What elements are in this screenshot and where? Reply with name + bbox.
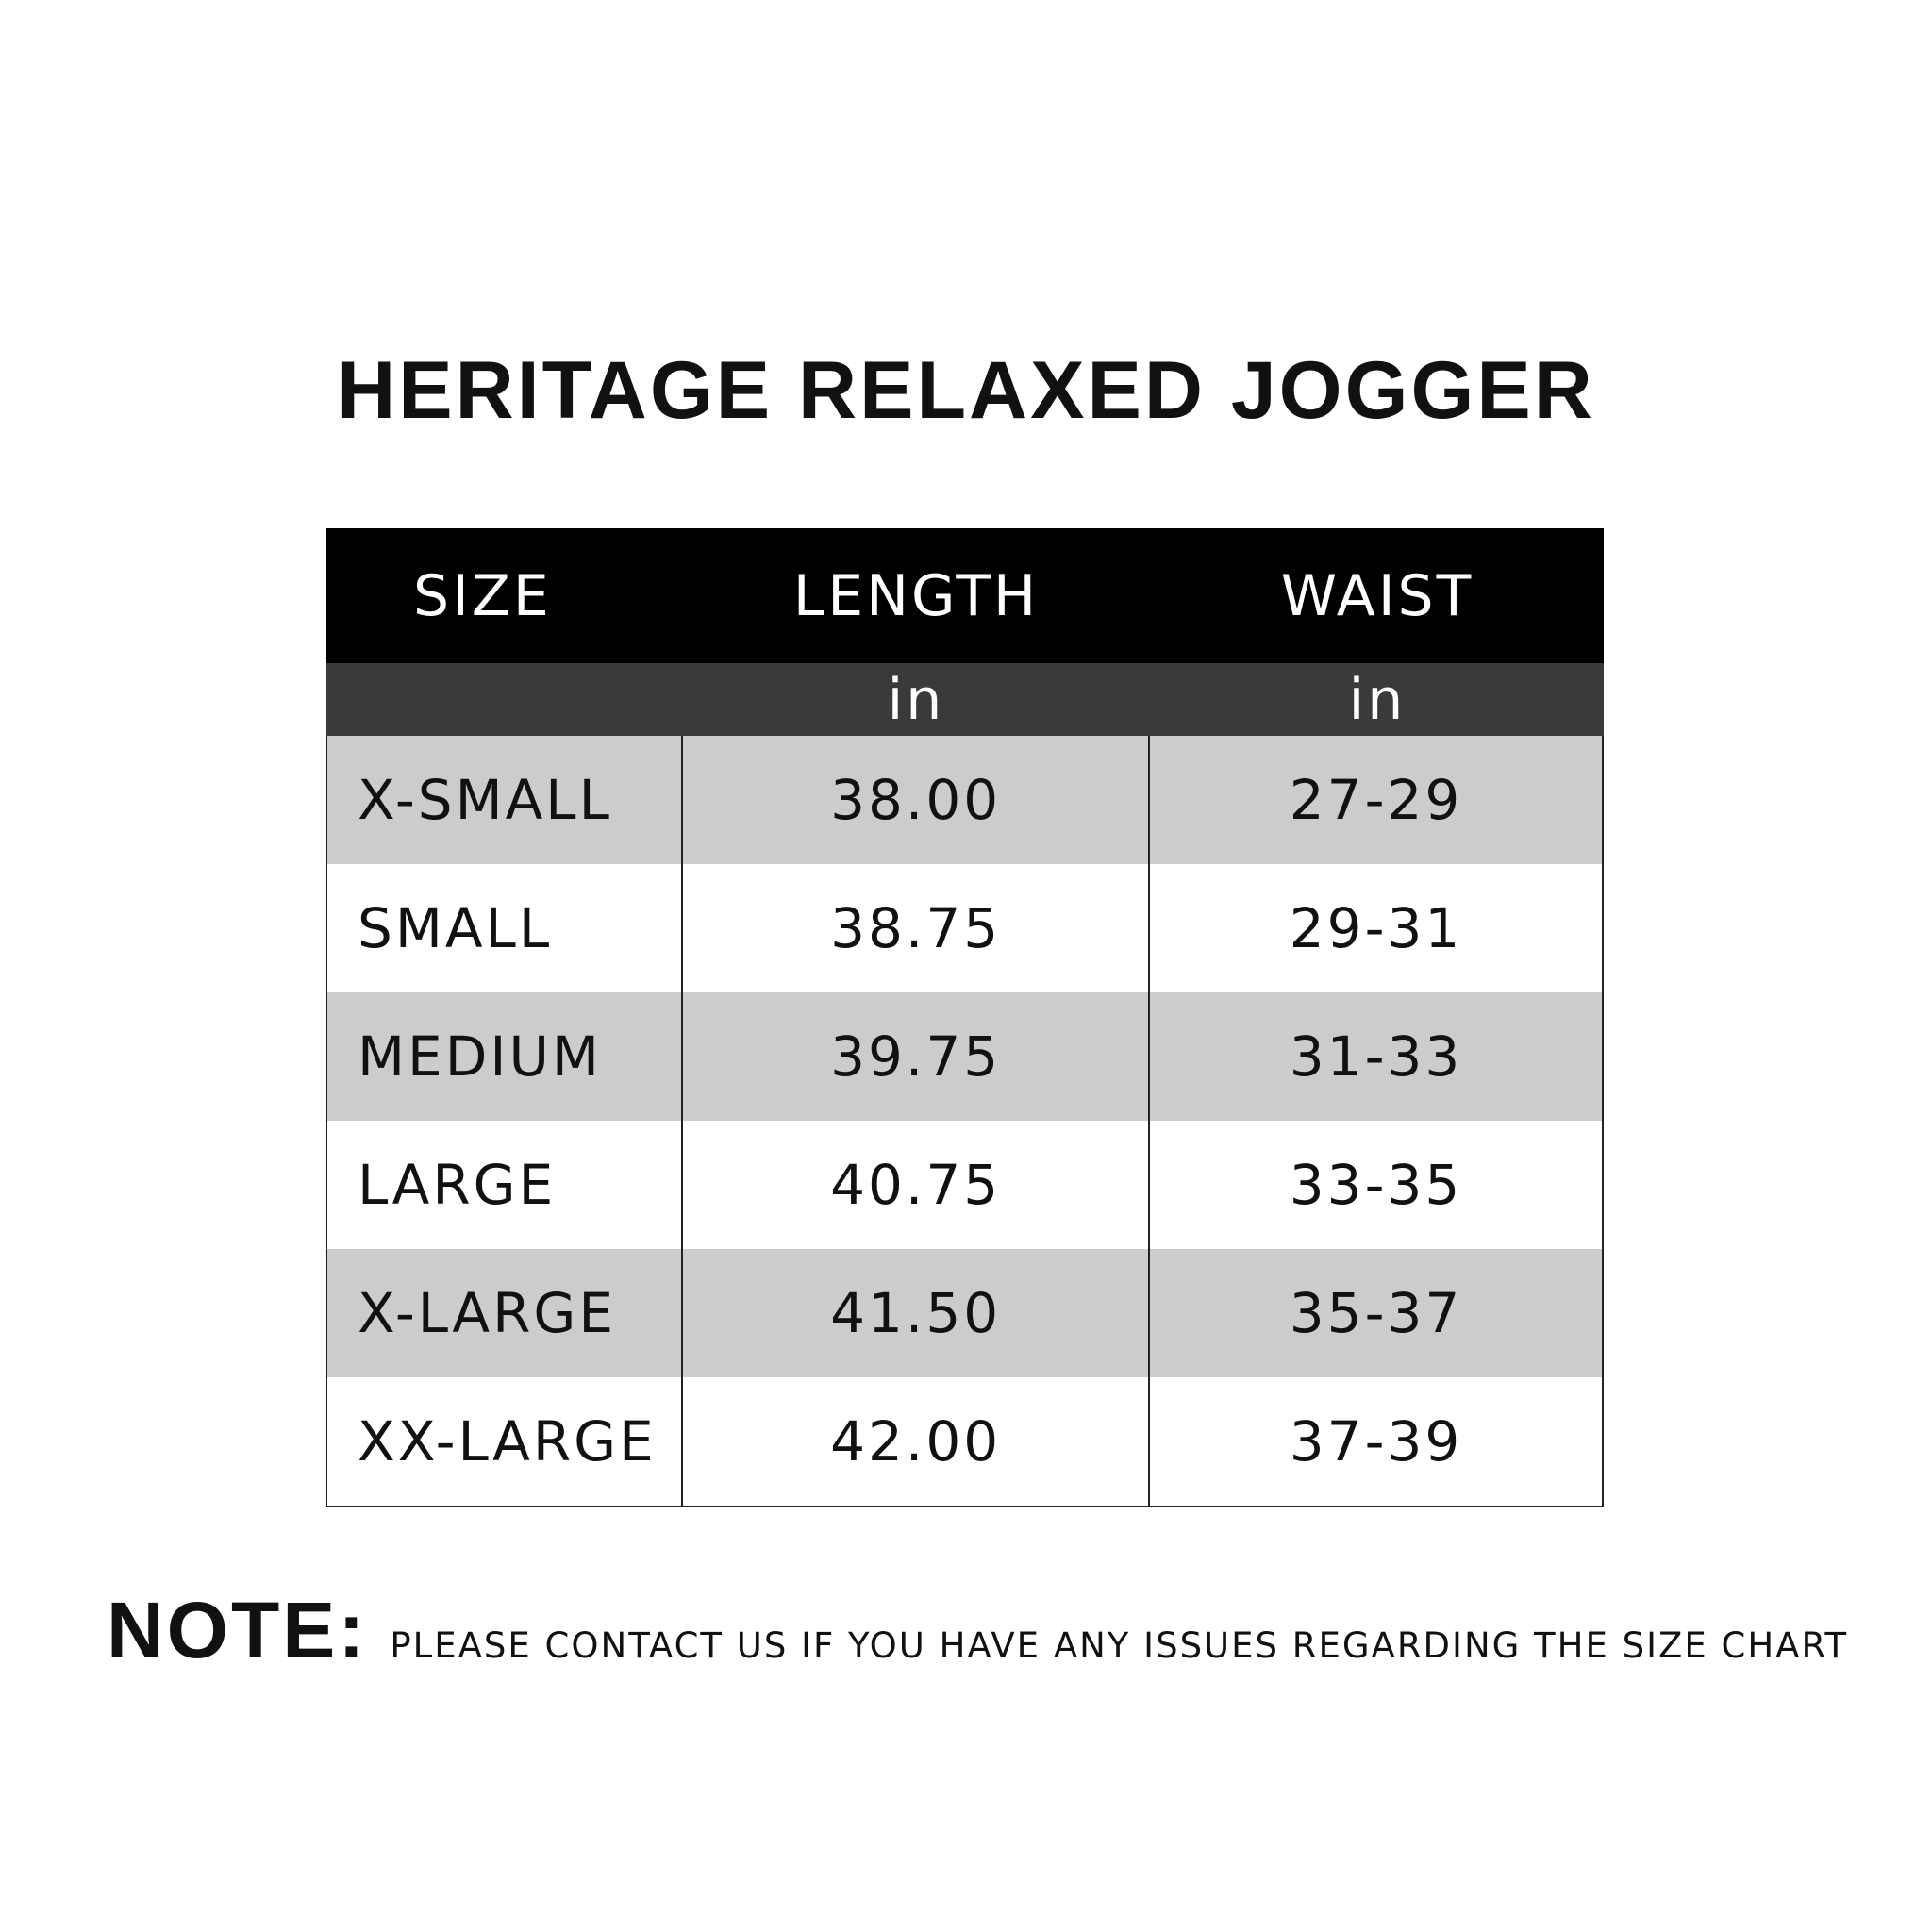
waist-cell: 37-39 — [1289, 1409, 1463, 1474]
page-title: HERITAGE RELAXED JOGGER — [337, 345, 1595, 436]
length-cell: 39.75 — [681, 992, 1151, 1121]
length-cell: 42.00 — [681, 1377, 1151, 1506]
header-row: SIZE LENGTH WAIST — [326, 528, 1604, 663]
header-size: SIZE — [413, 562, 552, 629]
table-row: XX-LARGE 42.00 37-39 — [326, 1377, 1604, 1507]
table-row: LARGE 40.75 33-35 — [326, 1121, 1604, 1249]
length-cell: 38.00 — [681, 736, 1151, 864]
units-row: in in — [326, 663, 1604, 736]
note-text: PLEASE CONTACT US IF YOU HAVE ANY ISSUES… — [390, 1625, 1849, 1666]
size-chart-table: SIZE LENGTH WAIST in in X-SMALL 38.00 27… — [326, 528, 1604, 1507]
size-cell: MEDIUM — [358, 1024, 602, 1089]
waist-cell: 29-31 — [1289, 896, 1463, 960]
size-cell: SMALL — [358, 896, 553, 960]
unit-waist: in — [1348, 666, 1407, 733]
note-label: NOTE: — [107, 1586, 368, 1674]
length-cell: 40.75 — [681, 1121, 1151, 1249]
waist-cell: 33-35 — [1289, 1153, 1463, 1217]
unit-length: in — [887, 666, 945, 733]
size-cell: LARGE — [358, 1153, 557, 1217]
waist-cell: 31-33 — [1289, 1024, 1463, 1089]
header-length: LENGTH — [792, 562, 1040, 629]
size-cell: X-LARGE — [358, 1281, 616, 1345]
note: NOTE: PLEASE CONTACT US IF YOU HAVE ANY … — [107, 1585, 1848, 1676]
table-row: SMALL 38.75 29-31 — [326, 864, 1604, 992]
size-cell: XX-LARGE — [358, 1409, 657, 1474]
size-cell: X-SMALL — [358, 768, 612, 832]
table-row: X-SMALL 38.00 27-29 — [326, 736, 1604, 864]
waist-cell: 27-29 — [1289, 768, 1463, 832]
table-row: MEDIUM 39.75 31-33 — [326, 992, 1604, 1121]
length-cell: 41.50 — [681, 1249, 1151, 1377]
header-waist: WAIST — [1280, 562, 1474, 629]
waist-cell: 35-37 — [1289, 1281, 1463, 1345]
table-row: X-LARGE 41.50 35-37 — [326, 1249, 1604, 1377]
length-cell: 38.75 — [681, 864, 1151, 992]
